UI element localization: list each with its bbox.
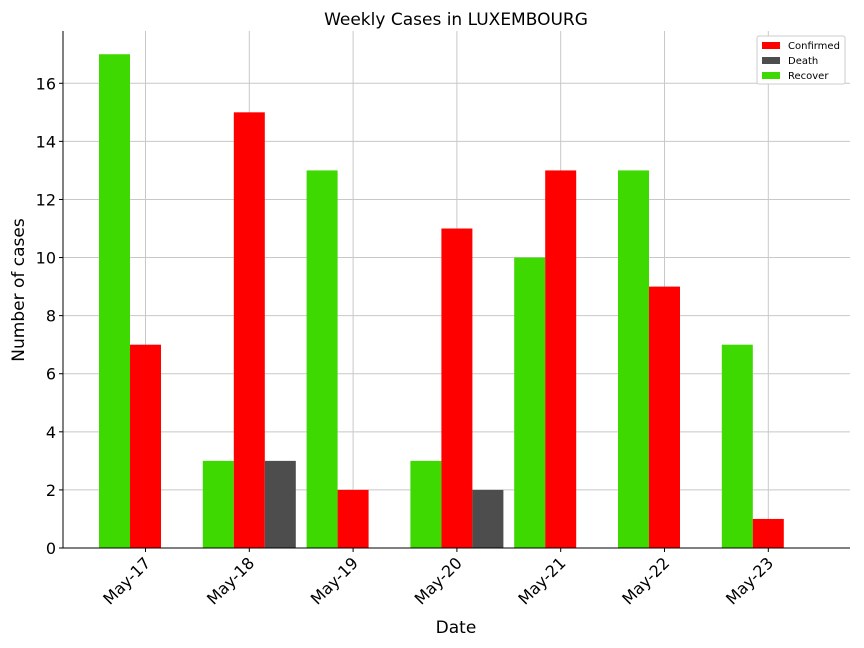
y-axis-title: Number of cases — [9, 218, 29, 362]
chart-title: Weekly Cases in LUXEMBOURG — [324, 10, 588, 30]
bar-recover — [202, 460, 234, 548]
x-axis-title: Date — [436, 618, 477, 638]
legend-label-recover: Recover — [788, 71, 829, 82]
bar-confirmed — [441, 228, 473, 548]
y-tick-label: 14 — [36, 132, 56, 151]
y-tick-label: 10 — [36, 249, 56, 268]
bar-confirmed — [545, 170, 577, 549]
x-tick-label: May-21 — [514, 553, 569, 608]
x-tick-label: May-19 — [307, 553, 362, 608]
bar-recover — [721, 344, 753, 548]
y-tick-labels: 0 2 4 6 8 10 12 14 16 — [36, 74, 63, 558]
bar-confirmed — [233, 112, 265, 549]
x-tick-label: May-23 — [722, 553, 777, 608]
y-tick-label: 12 — [36, 190, 56, 209]
bars — [99, 54, 784, 549]
bar-recover — [514, 257, 546, 548]
legend: Confirmed Death Recover — [756, 35, 846, 85]
bar-death — [472, 489, 504, 548]
legend-label-confirmed: Confirmed — [788, 41, 840, 52]
bar-confirmed — [752, 518, 784, 548]
y-tick-label: 2 — [46, 481, 56, 500]
bar-confirmed — [649, 286, 680, 548]
x-tick-label: May-17 — [99, 553, 154, 608]
bar-recover — [99, 54, 130, 548]
legend-swatch-confirmed — [762, 42, 780, 49]
x-tick-labels: May-17 May-18 May-19 May-20 May-21 May-22 May-… — [99, 548, 777, 609]
y-tick-label: 0 — [46, 539, 56, 558]
bar-confirmed — [130, 344, 161, 548]
x-tick-label: May-22 — [618, 553, 673, 608]
bar-confirmed — [337, 489, 369, 548]
bar-recover — [618, 170, 649, 549]
x-tick-label: May-20 — [411, 553, 466, 608]
bar-recover — [410, 460, 442, 548]
y-tick-label: 4 — [46, 423, 56, 442]
bar-death — [264, 460, 296, 548]
legend-label-death: Death — [788, 56, 818, 67]
legend-swatch-recover — [762, 72, 780, 79]
y-tick-label: 16 — [36, 74, 56, 93]
bar-recover — [306, 170, 338, 549]
x-tick-label: May-18 — [203, 553, 258, 608]
y-tick-label: 8 — [46, 307, 56, 326]
legend-swatch-death — [762, 57, 780, 64]
y-tick-label: 6 — [46, 365, 56, 384]
